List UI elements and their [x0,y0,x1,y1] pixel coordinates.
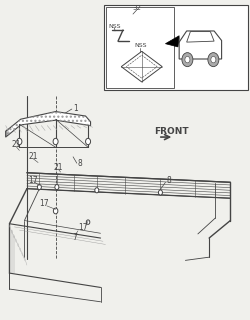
Circle shape [55,185,58,190]
Circle shape [86,220,90,224]
Circle shape [158,190,162,195]
Text: 1: 1 [73,104,78,113]
Circle shape [181,52,192,67]
Bar [105,7,174,88]
Text: 21: 21 [28,152,38,161]
Text: 8: 8 [166,176,170,185]
Text: 21: 21 [11,140,21,149]
Text: NSS: NSS [108,24,120,29]
Circle shape [94,188,98,193]
Text: 17: 17 [28,176,37,185]
Bar [104,5,247,90]
Circle shape [210,56,215,63]
Circle shape [37,185,41,190]
Circle shape [85,138,90,145]
Circle shape [53,138,58,145]
Text: 8: 8 [77,159,82,168]
Polygon shape [165,36,178,47]
Circle shape [207,52,218,67]
Polygon shape [6,130,7,137]
Text: 32: 32 [132,5,140,11]
Text: 17: 17 [78,223,88,232]
Text: FRONT: FRONT [154,127,188,136]
Text: NSS: NSS [134,44,146,48]
Circle shape [53,208,58,214]
Circle shape [17,138,22,145]
Text: 7: 7 [72,233,77,242]
Text: 21: 21 [53,163,62,172]
Text: 17: 17 [40,199,49,208]
Polygon shape [6,112,90,137]
Circle shape [184,56,189,63]
